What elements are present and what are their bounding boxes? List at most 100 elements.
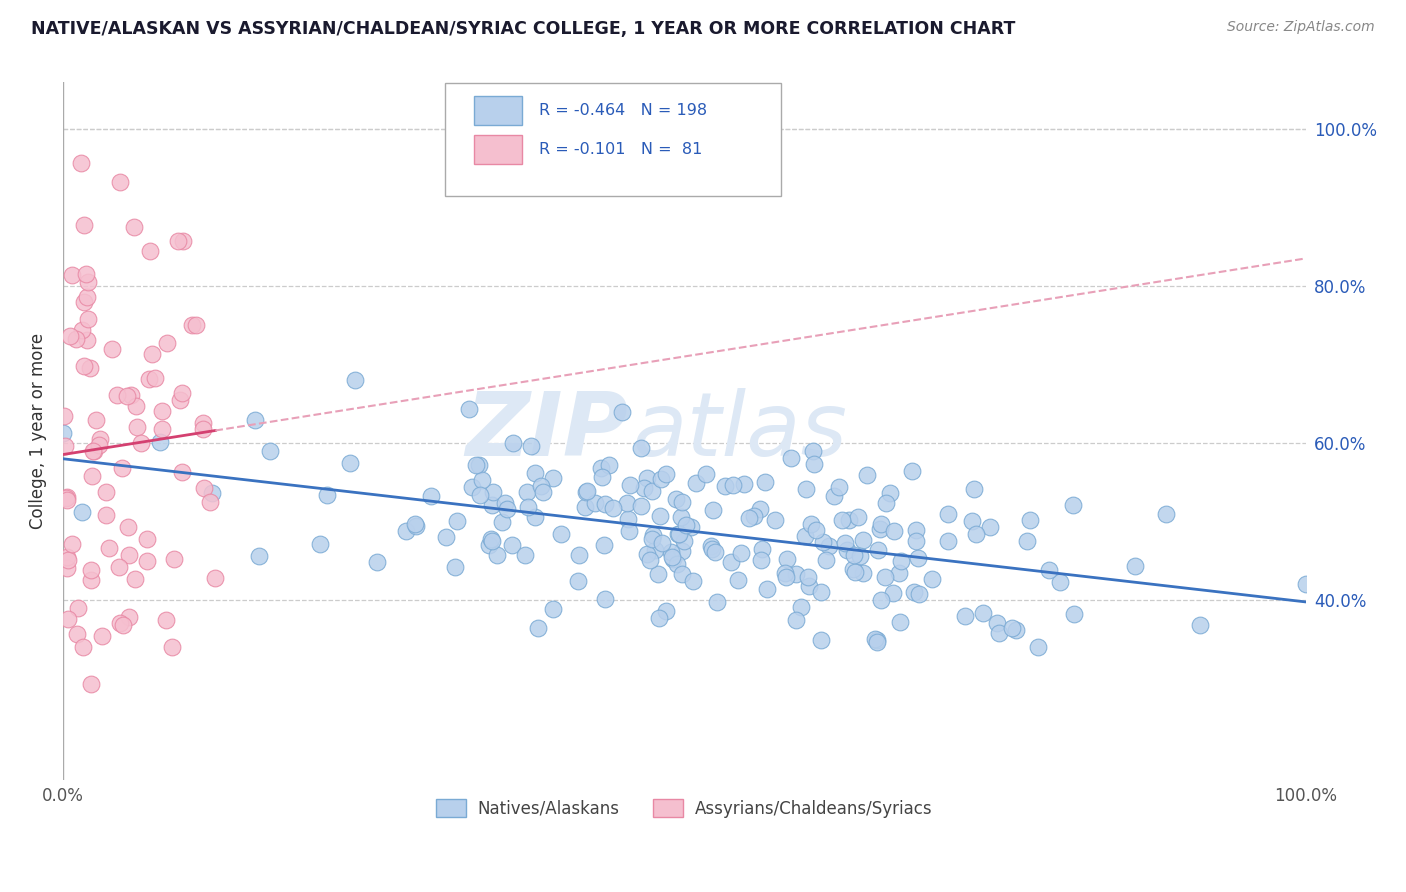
- Point: [655, 604, 678, 618]
- Point: [135, 532, 157, 546]
- Point: [204, 571, 226, 585]
- Point: [742, 509, 765, 524]
- Point: [172, 234, 194, 248]
- Point: [765, 513, 787, 527]
- Point: [136, 554, 159, 568]
- Point: [723, 478, 745, 492]
- Point: [465, 458, 488, 472]
- Point: [730, 546, 752, 560]
- Point: [481, 533, 503, 548]
- Point: [100, 343, 122, 357]
- Point: [921, 572, 943, 586]
- Point: [794, 482, 817, 496]
- Point: [70, 323, 93, 337]
- Point: [491, 516, 513, 530]
- Point: [633, 481, 655, 495]
- Point: [166, 235, 188, 249]
- Point: [866, 632, 889, 647]
- Point: [550, 527, 572, 541]
- Point: [80, 563, 103, 577]
- Point: [1038, 563, 1060, 577]
- Point: [671, 566, 693, 581]
- Point: [193, 481, 215, 495]
- Point: [96, 484, 118, 499]
- Point: [773, 566, 796, 580]
- Point: [651, 536, 673, 550]
- Y-axis label: College, 1 year or more: College, 1 year or more: [30, 333, 46, 529]
- Point: [630, 441, 652, 455]
- Point: [198, 495, 221, 509]
- Point: [117, 520, 139, 534]
- Point: [115, 389, 138, 403]
- Point: [468, 458, 491, 473]
- Point: [682, 574, 704, 588]
- Point: [82, 444, 104, 458]
- Point: [672, 534, 695, 549]
- Point: [170, 385, 193, 400]
- Point: [647, 610, 669, 624]
- Point: [200, 486, 222, 500]
- Point: [149, 435, 172, 450]
- Point: [866, 543, 889, 558]
- Point: [72, 218, 94, 232]
- Point: [823, 489, 845, 503]
- Point: [907, 551, 929, 566]
- Point: [308, 536, 330, 550]
- Point: [662, 552, 685, 566]
- Point: [366, 556, 388, 570]
- Point: [1018, 513, 1040, 527]
- Point: [938, 534, 960, 549]
- Point: [482, 485, 505, 500]
- Point: [616, 496, 638, 510]
- Point: [70, 504, 93, 518]
- Point: [460, 480, 482, 494]
- Point: [1123, 559, 1146, 574]
- Point: [118, 609, 141, 624]
- Point: [502, 436, 524, 450]
- Point: [1049, 575, 1071, 590]
- Point: [1026, 640, 1049, 654]
- Point: [90, 629, 112, 643]
- Point: [72, 359, 94, 373]
- Point: [733, 477, 755, 491]
- Point: [988, 625, 1011, 640]
- Point: [797, 579, 820, 593]
- Text: NATIVE/ALASKAN VS ASSYRIAN/CHALDEAN/SYRIAC COLLEGE, 1 YEAR OR MORE CORRELATION C: NATIVE/ALASKAN VS ASSYRIAN/CHALDEAN/SYRI…: [31, 20, 1015, 37]
- Point: [883, 524, 905, 538]
- Point: [1063, 607, 1085, 622]
- Point: [589, 460, 612, 475]
- Point: [671, 544, 693, 558]
- Point: [879, 485, 901, 500]
- Point: [702, 503, 724, 517]
- Point: [193, 422, 215, 436]
- Point: [108, 560, 131, 574]
- Point: [471, 473, 494, 487]
- Point: [143, 371, 166, 385]
- Point: [863, 632, 886, 646]
- Point: [749, 501, 772, 516]
- Point: [150, 404, 173, 418]
- Point: [79, 360, 101, 375]
- Point: [972, 606, 994, 620]
- Point: [641, 484, 664, 499]
- Point: [661, 550, 683, 565]
- Point: [882, 586, 904, 600]
- Point: [247, 549, 270, 563]
- Point: [150, 422, 173, 436]
- Point: [76, 276, 98, 290]
- Point: [810, 585, 832, 599]
- Point: [191, 416, 214, 430]
- Point: [842, 562, 865, 576]
- Point: [838, 513, 860, 527]
- Point: [395, 524, 418, 538]
- Point: [799, 516, 821, 531]
- Point: [630, 499, 652, 513]
- Point: [259, 444, 281, 458]
- Point: [405, 518, 427, 533]
- FancyBboxPatch shape: [474, 95, 522, 125]
- Point: [695, 467, 717, 481]
- Point: [828, 480, 851, 494]
- Point: [776, 551, 799, 566]
- Point: [685, 476, 707, 491]
- Point: [112, 618, 135, 632]
